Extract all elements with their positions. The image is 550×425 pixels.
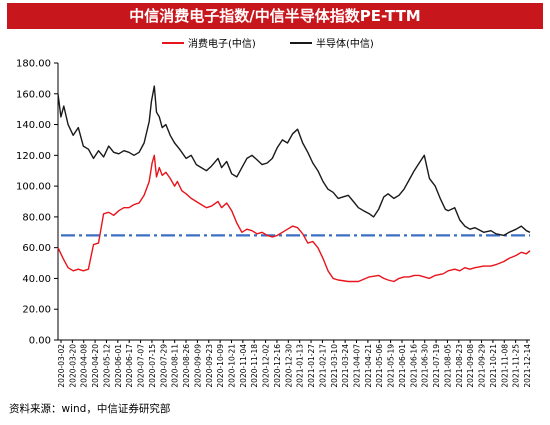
x-tick-label: 2020-03-20: [68, 344, 77, 388]
x-tick-label: 2020-12-02: [262, 344, 271, 388]
x-tick-label: 2021-02-17: [318, 344, 327, 388]
x-tick-label: 2021-01-13: [296, 344, 305, 388]
x-tick-label: 2020-11-04: [239, 344, 248, 388]
x-tick-label: 2021-09-29: [478, 344, 487, 388]
y-tick-label: 180.00: [16, 59, 51, 70]
x-tick-label: 2021-07-19: [432, 344, 441, 388]
x-tick-label: 2020-09-23: [205, 344, 214, 388]
series-line-semiconductor: [57, 85, 531, 237]
y-tick-label: 100.00: [16, 182, 51, 193]
x-tick-label: 2020-12-30: [284, 344, 293, 388]
x-tick-label: 2021-05-06: [375, 344, 384, 388]
y-tick-label: 120.00: [16, 151, 51, 162]
x-tick-label: 2020-08-26: [182, 344, 191, 388]
x-tick-label: 2020-10-09: [216, 344, 225, 388]
legend-label: 消费电子(中信): [188, 37, 256, 50]
x-tick-label: 2020-07-29: [159, 344, 168, 388]
x-tick-label: 2021-10-21: [489, 344, 498, 388]
x-tick-label: 2020-04-20: [91, 344, 100, 388]
x-tick-label: 2020-12-16: [273, 344, 282, 388]
y-tick-label: 140.00: [16, 120, 51, 131]
x-tick-label: 2021-09-08: [466, 344, 475, 388]
x-tick-label: 2020-07-07: [137, 344, 146, 388]
legend-consumer-electronics: 消费电子(中信): [162, 37, 256, 50]
series-line-consumer-electronics: [57, 154, 531, 283]
x-tick-label: 2020-10-21: [227, 344, 236, 388]
legend-label: 半导体(中信): [316, 37, 374, 50]
x-tick-label: 2020-03-02: [57, 344, 66, 388]
chart-title: 中信消费电子指数/中信半导体指数PE-TTM: [7, 3, 543, 29]
x-tick-label: 2020-08-11: [171, 344, 180, 388]
x-tick-label: 2021-04-07: [353, 344, 362, 388]
x-tick-label: 2020-11-18: [250, 344, 259, 388]
legend-semiconductor: 半导体(中信): [290, 37, 374, 50]
x-tick-label: 2020-05-12: [102, 344, 111, 388]
series-layer: [57, 85, 531, 283]
y-tick-label: 80.00: [22, 212, 51, 223]
x-tick-label: 2021-03-24: [341, 344, 350, 388]
x-tick-label: 2021-08-23: [455, 344, 464, 388]
x-axis: 2020-03-02 2020-03-20 2020-04-08 2020-04-20…: [57, 339, 532, 388]
x-tick-label: 2021-06-01: [398, 344, 407, 388]
x-tick-label: 2021-05-19: [387, 344, 396, 388]
x-tick-label: 2021-04-21: [364, 344, 373, 388]
x-tick-label: 2020-06-17: [125, 344, 134, 388]
y-tick-label: 60.00: [22, 243, 51, 254]
y-tick-label: 40.00: [22, 274, 51, 285]
x-tick-label: 2021-11-08: [500, 344, 509, 388]
x-tick-label: 2020-09-09: [193, 344, 202, 388]
source-note: 资料来源：wind，中信证券研究部: [9, 403, 171, 415]
x-tick-label: 2020-06-01: [114, 344, 123, 388]
y-tick-label: 0.00: [29, 336, 51, 347]
x-tick-label: 2020-04-08: [80, 344, 89, 388]
y-tick-label: 20.00: [22, 305, 51, 316]
x-tick-label: 2021-06-30: [421, 344, 430, 388]
y-axis: 0.00 20.00 40.00 60.00 80.00 100.00 120.00 140.…: [16, 59, 59, 347]
x-tick-label: 2020-07-15: [148, 344, 157, 388]
chart-legend: 消费电子(中信) 半导体(中信): [162, 37, 374, 50]
x-tick-label: 2021-08-05: [443, 344, 452, 388]
x-tick-label: 2021-06-16: [409, 344, 418, 388]
x-tick-label: 2021-12-14: [523, 344, 532, 388]
x-tick-label: 2021-11-25: [512, 344, 521, 388]
x-tick-label: 2021-01-27: [307, 344, 316, 388]
y-tick-label: 160.00: [16, 89, 51, 100]
x-tick-label: 2021-03-10: [330, 344, 339, 388]
